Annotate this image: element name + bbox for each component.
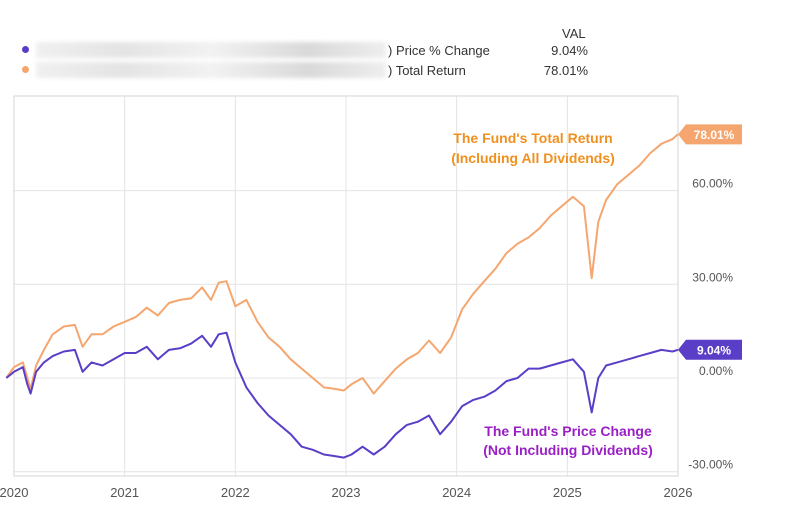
end-label-value: 78.01% xyxy=(694,128,735,142)
x-tick-label: 2021 xyxy=(110,485,139,500)
chart-annotation: (Not Including Dividends) xyxy=(483,442,653,458)
chart-annotation: The Fund's Total Return xyxy=(453,130,612,146)
redacted-fund-name xyxy=(36,42,386,58)
legend-series-value: 9.04% xyxy=(551,43,588,58)
end-label-badge xyxy=(678,124,742,145)
chart-annotations: The Fund's Total Return (Including All Di… xyxy=(451,130,653,458)
series-dot-icon xyxy=(22,46,29,53)
x-tick-label: 2025 xyxy=(553,485,582,500)
y-tick-label: 0.00% xyxy=(699,364,733,378)
series-line-total-return[interactable] xyxy=(5,133,679,395)
legend-column-header: VAL xyxy=(562,26,586,41)
legend-series-name: ) Price % Change xyxy=(388,43,490,58)
legend-series-value: 78.01% xyxy=(543,63,588,78)
x-tick-label: 2022 xyxy=(221,485,250,500)
legend-row-price-change[interactable]: ) Price % Change 9.04% xyxy=(0,42,790,60)
chart-annotation: The Fund's Price Change xyxy=(484,423,652,439)
legend: VAL ) Price % Change 9.04% ) Total Retur… xyxy=(0,0,790,90)
legend-series-name: ) Total Return xyxy=(388,63,466,78)
end-label-value: 9.04% xyxy=(697,343,731,357)
x-tick-label: 2026 xyxy=(664,485,693,500)
chart-series xyxy=(5,133,679,459)
series-dot-icon xyxy=(22,66,29,73)
redacted-fund-name xyxy=(36,62,386,78)
y-tick-label: -30.00% xyxy=(688,458,733,472)
x-tick-label: 2023 xyxy=(332,485,361,500)
x-tick-label: 2024 xyxy=(442,485,471,500)
series-line-price-change[interactable] xyxy=(5,331,679,459)
end-label-badge xyxy=(678,339,742,360)
chart-grid xyxy=(14,96,678,476)
legend-row-total-return[interactable]: ) Total Return 78.01% xyxy=(0,62,790,80)
x-tick-label: 2020 xyxy=(0,485,28,500)
y-tick-label: 60.00% xyxy=(692,177,733,191)
plot-frame xyxy=(13,95,679,477)
y-tick-label: 30.00% xyxy=(692,270,733,284)
chart-ticks: 2020 2021 2022 2023 2024 2025 2026 -30.00% 0.00%… xyxy=(0,177,733,500)
series-end-labels: 78.01% 9.04% xyxy=(678,124,742,360)
chart-annotation: (Including All Dividends) xyxy=(451,150,615,166)
